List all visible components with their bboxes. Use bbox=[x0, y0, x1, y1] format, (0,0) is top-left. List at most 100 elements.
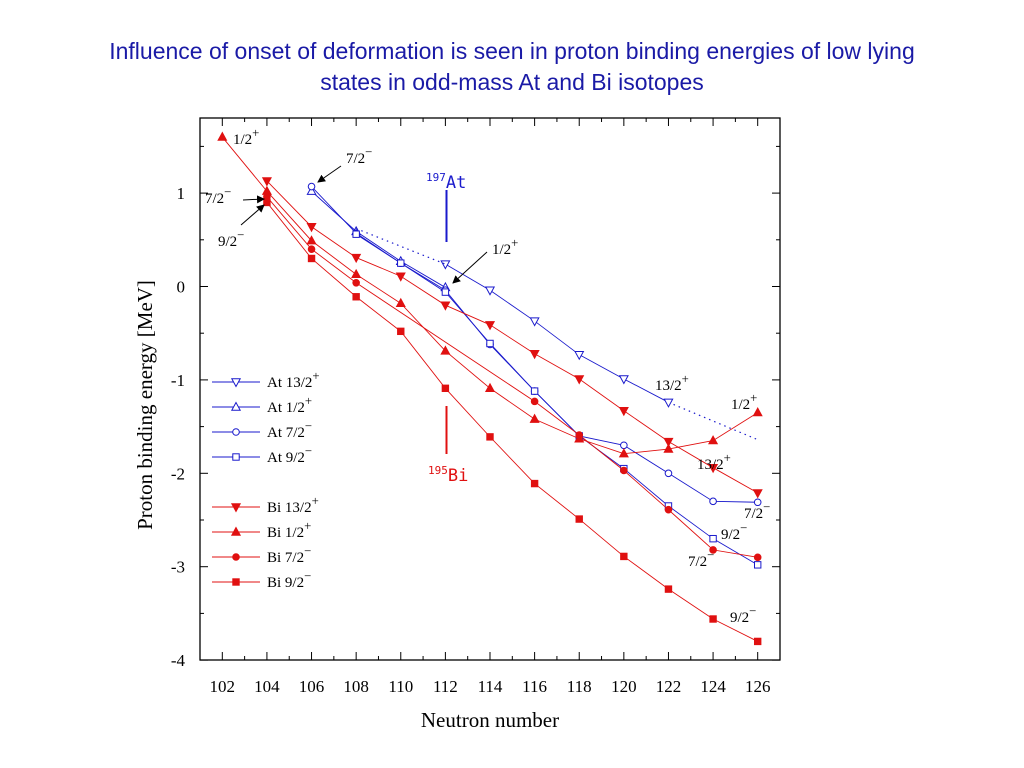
annotation-label: 7/2− bbox=[205, 185, 231, 207]
legend-marker bbox=[230, 526, 242, 536]
data-point bbox=[306, 223, 317, 233]
y-tick-label: 1 bbox=[177, 184, 186, 203]
data-point bbox=[441, 384, 450, 393]
x-tick-label: 120 bbox=[611, 677, 637, 696]
series-bi72 bbox=[263, 193, 762, 562]
data-point bbox=[440, 260, 451, 270]
data-point bbox=[753, 637, 762, 646]
slide-title-line-1: Influence of onset of deformation is see… bbox=[109, 38, 915, 64]
data-point bbox=[529, 413, 540, 423]
annotation-label: 1/2+ bbox=[731, 391, 757, 413]
y-tick-label: 0 bbox=[177, 278, 186, 297]
data-point bbox=[352, 293, 360, 301]
legend-label: Bi 7/2− bbox=[267, 544, 311, 566]
data-point bbox=[663, 398, 674, 408]
series-at72 bbox=[307, 182, 762, 507]
x-tick-label: 118 bbox=[567, 677, 592, 696]
data-point bbox=[529, 350, 540, 360]
data-point bbox=[440, 301, 451, 311]
data-point bbox=[306, 235, 317, 245]
series-line-at92 bbox=[355, 233, 758, 566]
x-tick-label: 104 bbox=[254, 677, 280, 696]
x-tick-label: 108 bbox=[343, 677, 369, 696]
data-point bbox=[484, 321, 496, 331]
data-point bbox=[575, 431, 584, 439]
data-point bbox=[352, 278, 360, 287]
series-bi92 bbox=[263, 198, 762, 646]
data-point bbox=[261, 177, 272, 187]
data-point bbox=[752, 489, 763, 499]
annotation-arrow bbox=[242, 195, 265, 204]
data-point bbox=[664, 505, 673, 514]
x-tick-label: 126 bbox=[745, 677, 771, 696]
x-axis-label: Neutron number bbox=[421, 708, 559, 732]
series-line-at132 bbox=[445, 263, 669, 403]
x-tick-label: 116 bbox=[522, 677, 547, 696]
data-point bbox=[395, 297, 406, 308]
legend-marker bbox=[230, 401, 242, 411]
data-point bbox=[753, 553, 762, 562]
legend-label: At 9/2− bbox=[267, 444, 312, 466]
series-bi132 bbox=[261, 177, 763, 499]
data-point bbox=[529, 317, 540, 327]
x-tick-label: 114 bbox=[478, 677, 503, 696]
annotation-arrow bbox=[452, 251, 488, 284]
data-point bbox=[307, 254, 316, 263]
annotation-label: 13/2+ bbox=[655, 372, 689, 394]
data-point bbox=[709, 534, 717, 543]
data-point bbox=[395, 272, 406, 282]
data-point bbox=[486, 433, 494, 441]
data-point bbox=[530, 479, 539, 488]
data-point bbox=[664, 469, 673, 478]
data-point bbox=[752, 407, 763, 417]
data-point bbox=[663, 437, 674, 448]
legend-marker bbox=[232, 428, 240, 436]
legend-label: At 7/2− bbox=[267, 419, 312, 441]
annotation-label: 7/2− bbox=[688, 548, 714, 570]
data-point bbox=[440, 345, 451, 355]
series-at92 bbox=[352, 230, 762, 569]
data-point bbox=[753, 561, 762, 569]
data-point bbox=[484, 382, 496, 393]
data-point bbox=[663, 443, 674, 453]
data-point bbox=[620, 466, 628, 475]
data-point bbox=[753, 498, 762, 507]
annotation-arrow bbox=[240, 204, 265, 226]
legend-marker bbox=[230, 503, 242, 513]
series-line-bi132 bbox=[266, 180, 758, 494]
data-point bbox=[484, 286, 496, 296]
x-tick-label: 106 bbox=[299, 677, 325, 696]
data-point bbox=[307, 245, 316, 253]
data-point bbox=[664, 585, 673, 593]
data-point bbox=[574, 375, 585, 385]
annotation-label: 13/2+ bbox=[697, 451, 731, 473]
annotation-arrow bbox=[317, 165, 342, 183]
x-tick-label: 124 bbox=[700, 677, 726, 696]
data-point bbox=[620, 441, 628, 450]
annotation-label: 9/2− bbox=[218, 228, 244, 250]
y-tick-label: -3 bbox=[171, 558, 185, 577]
data-point bbox=[486, 339, 494, 348]
series-line-at12 bbox=[311, 190, 446, 288]
series-line-bi92 bbox=[266, 202, 758, 642]
data-point bbox=[709, 497, 717, 506]
data-point bbox=[618, 375, 629, 385]
annotation-label: 9/2− bbox=[721, 521, 747, 543]
data-point bbox=[352, 230, 360, 238]
data-point bbox=[618, 448, 629, 458]
data-point bbox=[307, 182, 316, 191]
data-point bbox=[530, 387, 539, 395]
data-point bbox=[263, 198, 271, 207]
slide-title-line-2: states in odd-mass At and Bi isotopes bbox=[320, 69, 704, 95]
data-point bbox=[708, 435, 719, 445]
y-axis-label: Proton binding energy [MeV] bbox=[133, 280, 157, 530]
legend-marker bbox=[232, 578, 240, 586]
annotation-label: 1/2+ bbox=[233, 126, 259, 148]
legend-label: At 1/2+ bbox=[267, 394, 312, 416]
data-point bbox=[351, 253, 362, 264]
data-point bbox=[397, 259, 405, 267]
legend-marker bbox=[232, 453, 240, 461]
at-isotope-label: 197At bbox=[426, 171, 466, 193]
legend-marker bbox=[230, 378, 242, 388]
